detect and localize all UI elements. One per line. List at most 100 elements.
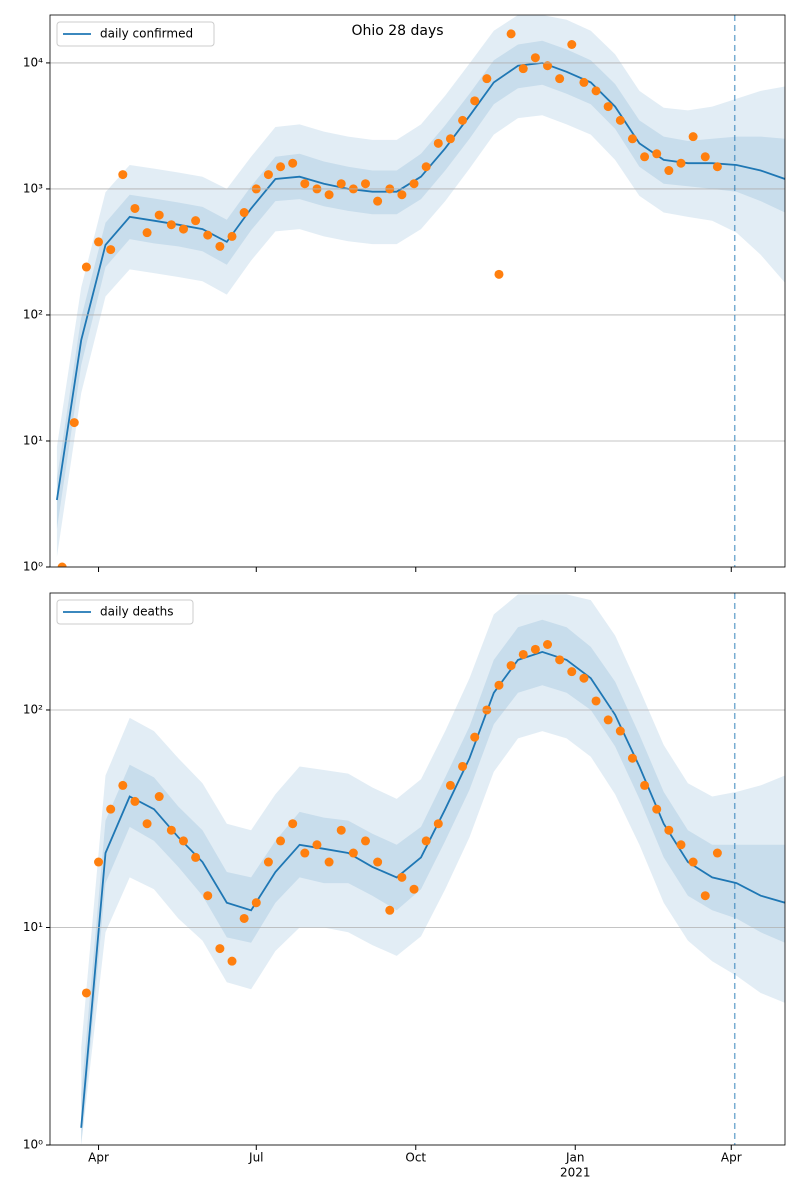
y-tick-label: 10⁰ (23, 560, 43, 574)
observed-point (373, 196, 383, 206)
observed-point (251, 898, 261, 908)
observed-point (227, 231, 237, 241)
observed-point (567, 39, 577, 49)
observed-point (178, 836, 188, 846)
observed-point (555, 74, 565, 84)
observed-point (191, 852, 201, 862)
observed-point (603, 715, 613, 725)
y-tick-label: 10⁴ (23, 55, 43, 69)
observed-point (712, 162, 722, 172)
observed-point (591, 696, 601, 706)
observed-point (263, 857, 273, 867)
observed-point (445, 134, 455, 144)
observed-point (494, 680, 504, 690)
observed-point (470, 96, 480, 106)
observed-point (373, 857, 383, 867)
plot-area (56, 15, 785, 567)
observed-point (215, 944, 225, 954)
observed-point (300, 179, 310, 189)
observed-point (664, 166, 674, 176)
observed-point (676, 840, 686, 850)
observed-point (118, 780, 128, 790)
observed-point (130, 796, 140, 806)
observed-point (700, 891, 710, 901)
observed-point (615, 726, 625, 736)
observed-point (312, 840, 322, 850)
observed-point (191, 216, 201, 226)
observed-point (664, 825, 674, 835)
observed-point (385, 905, 395, 915)
observed-point (166, 825, 176, 835)
observed-point (530, 53, 540, 63)
observed-point (518, 649, 528, 659)
uncertainty-band (81, 594, 785, 1145)
observed-point (482, 74, 492, 84)
y-tick-label: 10¹ (23, 920, 43, 934)
uncertainty-band (56, 15, 785, 557)
observed-point (154, 210, 164, 220)
observed-point (239, 208, 249, 218)
observed-point (640, 152, 650, 162)
x-tick-sublabel: 2021 (560, 1166, 591, 1180)
observed-point (652, 804, 662, 814)
observed-point (458, 115, 468, 125)
observed-point (227, 956, 237, 966)
observed-point (94, 857, 104, 867)
y-tick-label: 10² (23, 702, 43, 716)
y-tick-label: 10² (23, 307, 43, 321)
observed-point (336, 179, 346, 189)
x-tick-label: Apr (88, 1151, 109, 1165)
x-tick-label: Oct (405, 1151, 426, 1165)
observed-point (94, 237, 104, 247)
legend: daily confirmed (56, 21, 215, 47)
y-tick-label: 10⁰ (23, 1138, 43, 1152)
observed-point (360, 836, 370, 846)
observed-point (106, 804, 116, 814)
observed-point (494, 269, 504, 279)
observed-point (203, 230, 213, 240)
observed-point (81, 988, 91, 998)
observed-point (640, 780, 650, 790)
observed-point (421, 162, 431, 172)
observed-point (81, 262, 91, 272)
legend-box (56, 599, 194, 625)
observed-point (118, 170, 128, 180)
legend-label: daily deaths (100, 605, 173, 619)
observed-point (615, 115, 625, 125)
observed-point (239, 913, 249, 923)
observed-point (215, 241, 225, 251)
observed-point (336, 825, 346, 835)
observed-point (445, 780, 455, 790)
observed-point (627, 753, 637, 763)
observed-point (530, 644, 540, 654)
legend: daily deaths (56, 599, 194, 625)
observed-point (518, 64, 528, 74)
legend-label: daily confirmed (100, 27, 193, 41)
observed-point (470, 732, 480, 742)
observed-point (288, 158, 298, 168)
x-tick-label: Jul (248, 1151, 263, 1165)
observed-point (360, 179, 370, 189)
legend-box (56, 21, 215, 47)
observed-point (203, 891, 213, 901)
observed-point (543, 61, 553, 71)
observed-point (421, 836, 431, 846)
observed-point (69, 418, 79, 428)
observed-point (579, 673, 589, 683)
observed-point (142, 819, 152, 829)
observed-point (603, 102, 613, 112)
observed-point (591, 86, 601, 96)
axes-frame (49, 592, 786, 1146)
observed-point (506, 661, 516, 671)
chart-title: Ohio 28 days (351, 23, 443, 39)
observed-point (567, 667, 577, 677)
observed-point (712, 848, 722, 858)
observed-point (106, 245, 116, 255)
observed-point (652, 149, 662, 159)
x-tick-label: Apr (721, 1151, 742, 1165)
observed-point (409, 179, 419, 189)
observed-point (676, 158, 686, 168)
x-tick-label: Jan (565, 1151, 585, 1165)
axes-frame (49, 14, 786, 568)
